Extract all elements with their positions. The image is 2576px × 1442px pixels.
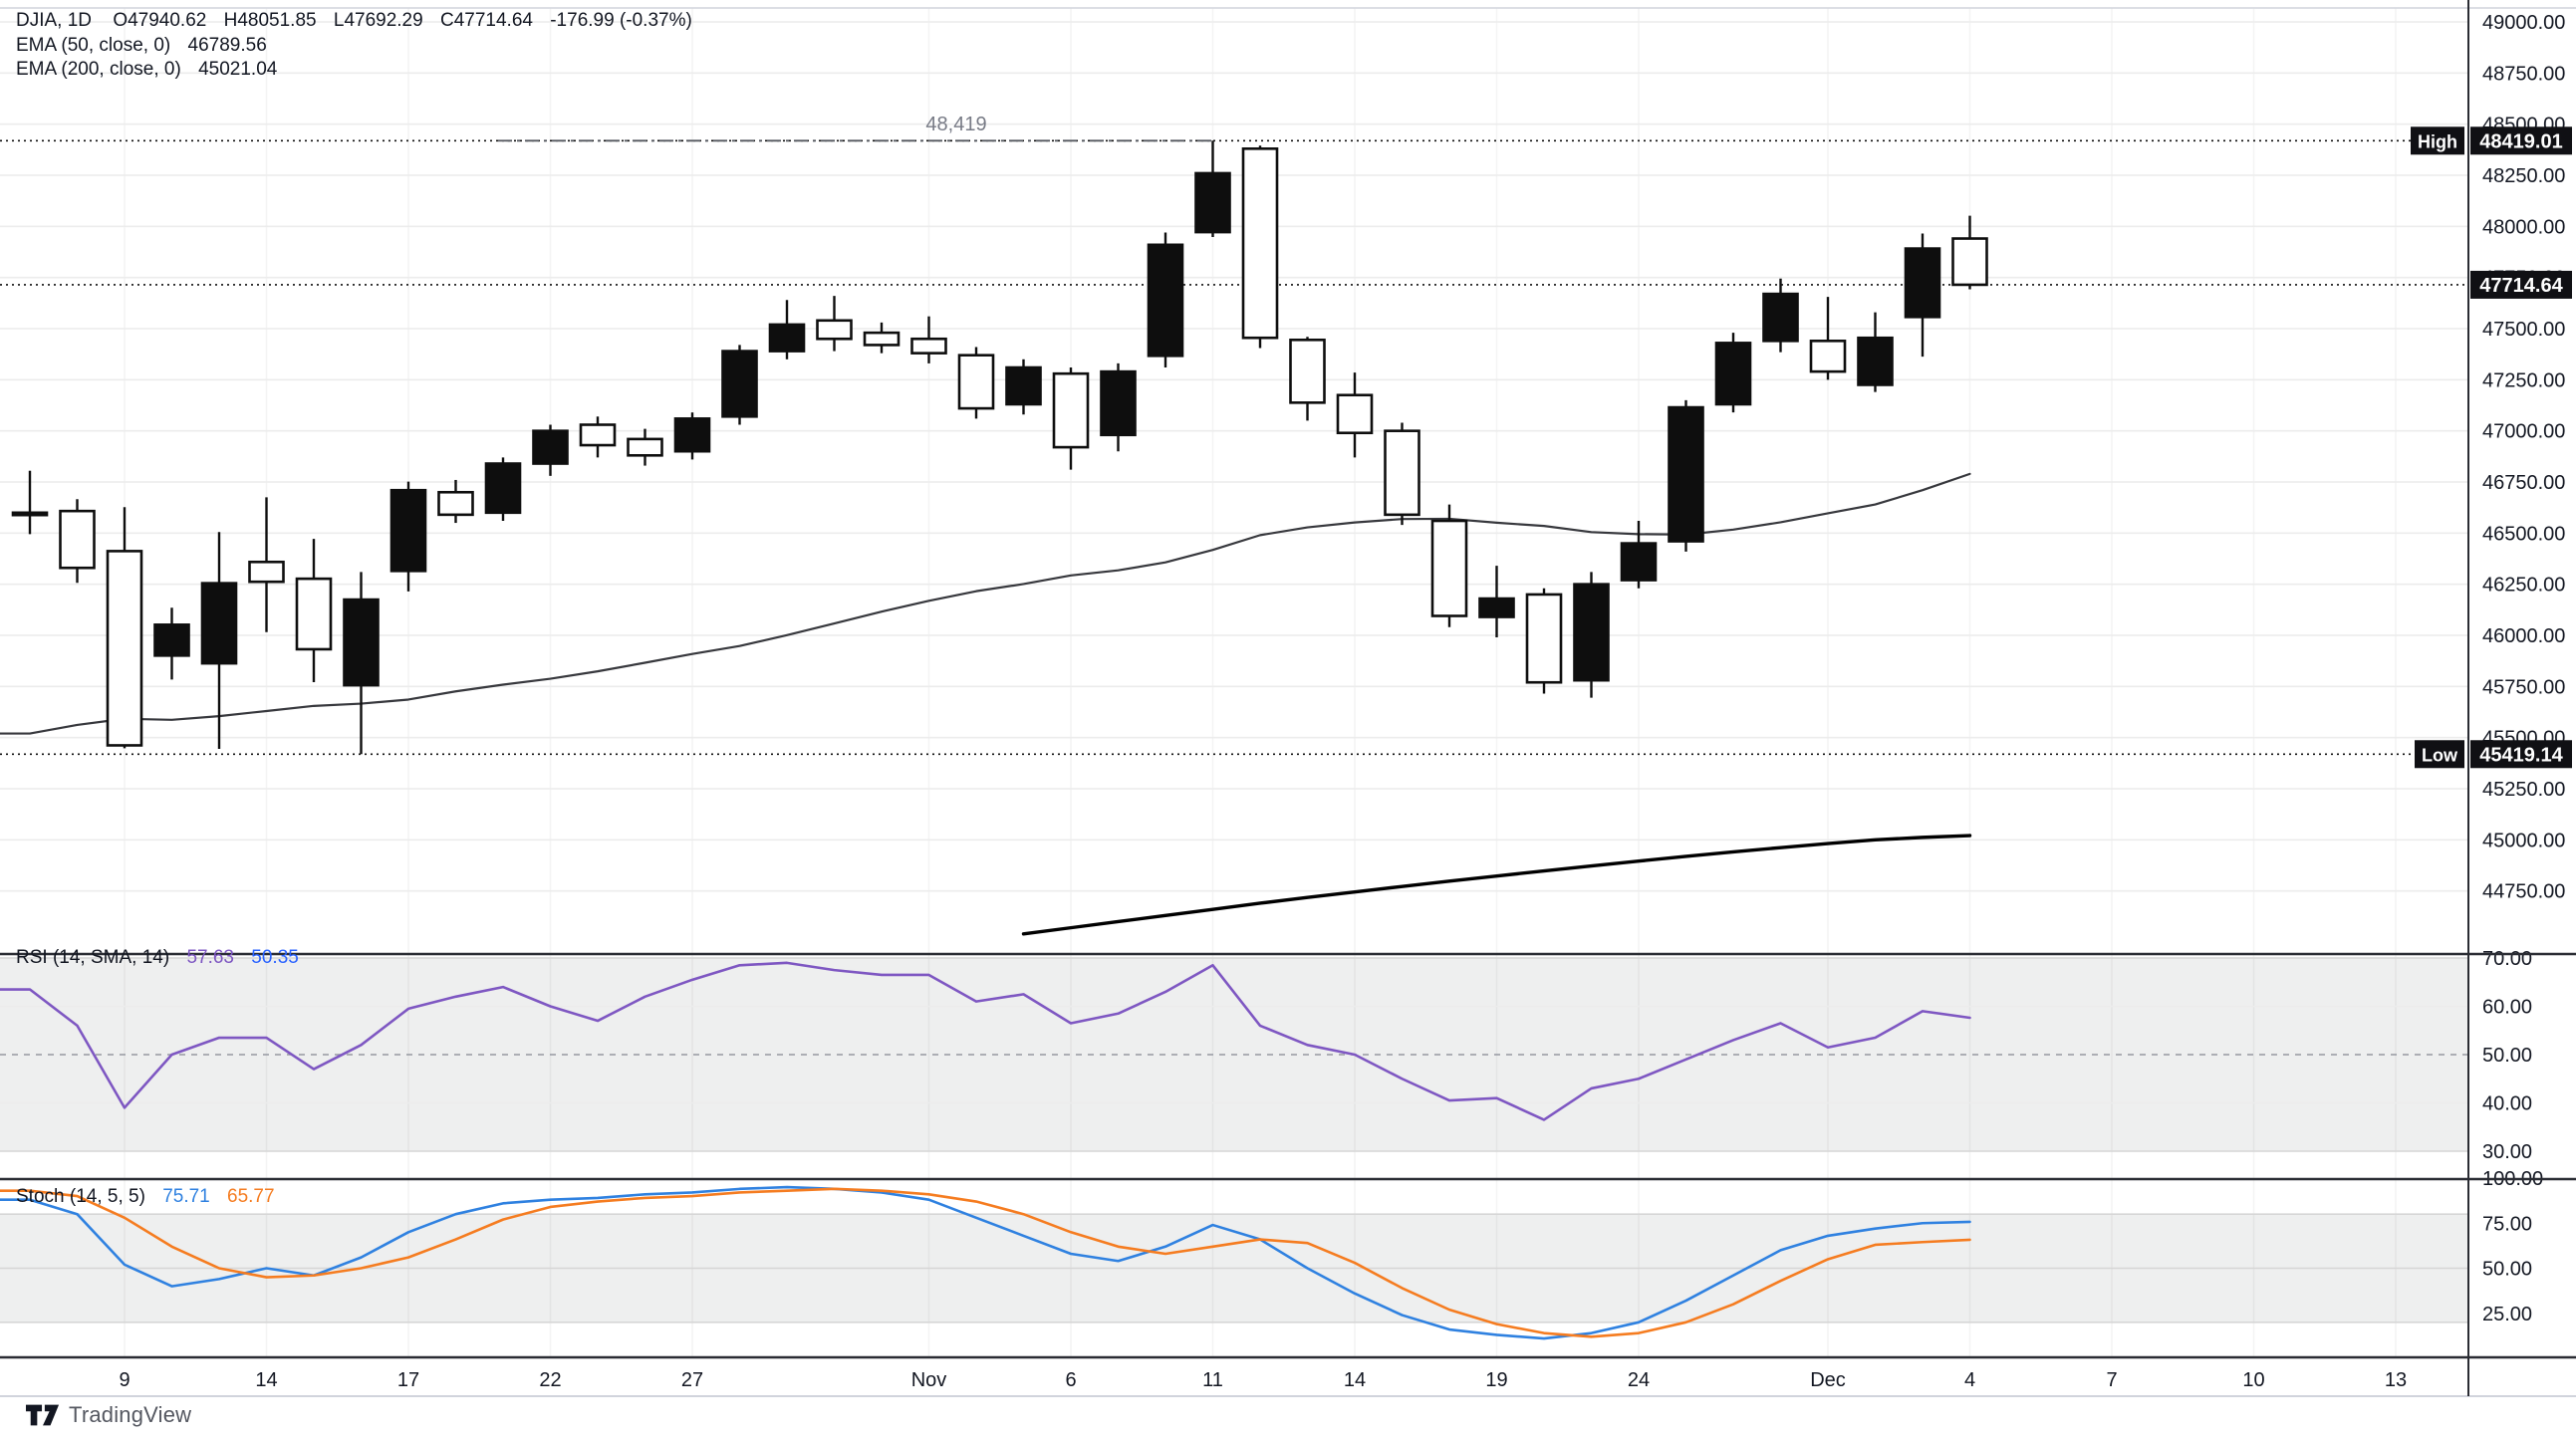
- svg-text:40.00: 40.00: [2482, 1093, 2532, 1115]
- high-annotation-label: 48,419: [925, 114, 986, 135]
- svg-text:60.00: 60.00: [2482, 997, 2532, 1019]
- rsi-line[interactable]: [0, 961, 1971, 1121]
- stoch-label[interactable]: Stoch (14, 5, 5): [16, 1186, 145, 1207]
- svg-text:47000.00: 47000.00: [2482, 421, 2565, 443]
- svg-text:13: 13: [2385, 1369, 2407, 1391]
- stoch-d-line[interactable]: [0, 1187, 1971, 1338]
- svg-text:47250.00: 47250.00: [2482, 369, 2565, 391]
- tradingview-watermark[interactable]: TradingView: [26, 1402, 191, 1428]
- rsi-pane[interactable]: [0, 957, 2468, 1152]
- price-level-lines: 48,419: [0, 114, 2468, 756]
- svg-text:10: 10: [2242, 1369, 2264, 1391]
- high-price-badge: 48419.01: [2470, 126, 2572, 155]
- ohlc-open: O47940.62: [113, 10, 207, 31]
- symbol-legend[interactable]: DJIA, 1D O47940.62 H48051.85 L47692.29 C…: [16, 9, 692, 33]
- svg-text:6: 6: [1065, 1369, 1076, 1391]
- svg-text:19: 19: [1485, 1369, 1507, 1391]
- svg-text:14: 14: [1344, 1369, 1366, 1391]
- ohlc-low: L47692.29: [333, 10, 423, 31]
- main-pane[interactable]: [0, 21, 2468, 892]
- ema200-legend[interactable]: EMA (200, close, 0) 45021.04: [16, 58, 277, 82]
- rsi-legend[interactable]: RSI (14, SMA, 14) 57.63 50.35: [16, 946, 311, 970]
- low-price-badge: 45419.14: [2470, 740, 2572, 769]
- ema50-legend[interactable]: EMA (50, close, 0) 46789.56: [16, 34, 267, 58]
- ema50-value: 46789.56: [187, 35, 267, 56]
- svg-text:48250.00: 48250.00: [2482, 165, 2565, 187]
- svg-text:49000.00: 49000.00: [2482, 12, 2565, 34]
- svg-text:22: 22: [539, 1369, 561, 1391]
- tradingview-logo-icon: [26, 1404, 60, 1426]
- svg-text:9: 9: [119, 1369, 129, 1391]
- svg-text:48419.01: 48419.01: [2479, 130, 2562, 152]
- watermark-text: TradingView: [69, 1402, 192, 1427]
- stoch-d-value: 65.77: [227, 1186, 275, 1207]
- candles-layer[interactable]: [11, 140, 1988, 755]
- svg-text:70.00: 70.00: [2482, 948, 2532, 970]
- svg-text:27: 27: [681, 1369, 703, 1391]
- rsi-label[interactable]: RSI (14, SMA, 14): [16, 947, 170, 968]
- svg-text:48000.00: 48000.00: [2482, 216, 2565, 238]
- svg-text:75.00: 75.00: [2482, 1213, 2532, 1235]
- stoch-legend[interactable]: Stoch (14, 5, 5) 75.71 65.77: [16, 1185, 275, 1209]
- svg-text:45250.00: 45250.00: [2482, 779, 2565, 801]
- ema200-value: 45021.04: [198, 59, 278, 80]
- last-price-badge: 47714.64: [2470, 270, 2572, 299]
- svg-text:45419.14: 45419.14: [2479, 744, 2563, 766]
- svg-text:46000.00: 46000.00: [2482, 625, 2565, 647]
- ema200-line[interactable]: [1021, 834, 1972, 936]
- svg-text:46250.00: 46250.00: [2482, 575, 2565, 597]
- svg-text:25.00: 25.00: [2482, 1304, 2532, 1325]
- ema200-label[interactable]: EMA (200, close, 0): [16, 59, 181, 80]
- svg-text:11: 11: [1202, 1369, 1223, 1391]
- ohlc-high: H48051.85: [223, 10, 317, 31]
- svg-text:30.00: 30.00: [2482, 1141, 2532, 1163]
- symbol-title[interactable]: DJIA, 1D: [16, 10, 93, 31]
- change-value: -176.99 (-0.37%): [550, 10, 692, 31]
- svg-text:Nov: Nov: [911, 1369, 947, 1391]
- stoch-k-value: 75.71: [162, 1186, 210, 1207]
- low-label-badge: Low: [2415, 740, 2464, 769]
- svg-text:47714.64: 47714.64: [2479, 275, 2563, 297]
- svg-text:48750.00: 48750.00: [2482, 63, 2565, 85]
- svg-text:4: 4: [1964, 1369, 1975, 1391]
- svg-text:46750.00: 46750.00: [2482, 472, 2565, 494]
- time-axis[interactable]: 9 14 17 22 27 Nov 6 11 14 19 24 Dec 4 7 10 13: [119, 1369, 2407, 1391]
- svg-text:45000.00: 45000.00: [2482, 830, 2565, 851]
- svg-text:50.00: 50.00: [2482, 1259, 2532, 1281]
- svg-text:44750.00: 44750.00: [2482, 881, 2565, 903]
- ema50-label[interactable]: EMA (50, close, 0): [16, 35, 171, 56]
- ohlc-close: C47714.64: [439, 10, 533, 31]
- svg-text:24: 24: [1628, 1369, 1650, 1391]
- svg-text:17: 17: [397, 1369, 419, 1391]
- svg-text:7: 7: [2106, 1369, 2117, 1391]
- rsi-value: 57.63: [186, 947, 234, 968]
- svg-text:High: High: [2418, 131, 2457, 151]
- svg-text:47500.00: 47500.00: [2482, 319, 2565, 341]
- svg-text:Dec: Dec: [1810, 1369, 1846, 1391]
- high-label-badge: High: [2411, 126, 2464, 155]
- svg-text:Low: Low: [2422, 745, 2458, 765]
- svg-text:46500.00: 46500.00: [2482, 523, 2565, 545]
- svg-text:14: 14: [255, 1369, 277, 1391]
- svg-text:45750.00: 45750.00: [2482, 676, 2565, 698]
- svg-text:50.00: 50.00: [2482, 1045, 2532, 1067]
- rsi-ma-value: 50.35: [251, 947, 299, 968]
